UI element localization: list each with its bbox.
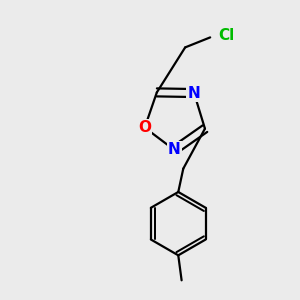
Text: O: O [138, 120, 151, 135]
Text: N: N [168, 142, 181, 158]
Text: N: N [188, 85, 200, 100]
Text: Cl: Cl [218, 28, 235, 43]
